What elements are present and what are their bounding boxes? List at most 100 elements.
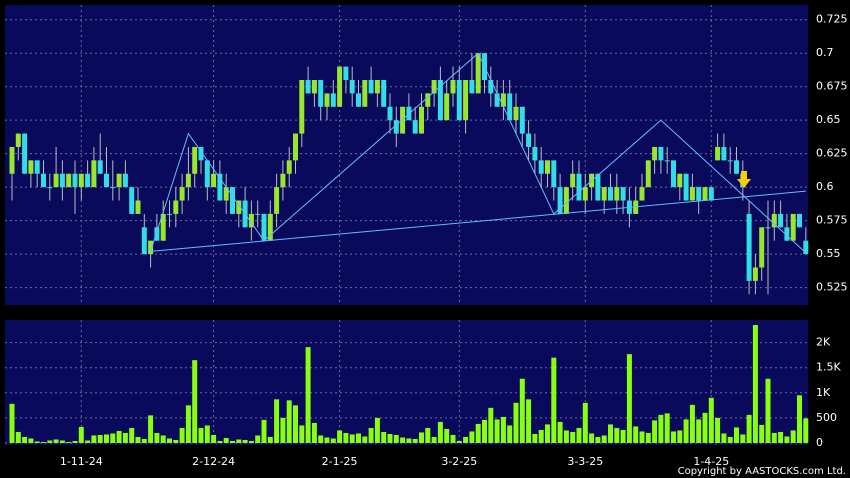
volume-bar — [311, 422, 317, 443]
candle-body — [267, 213, 273, 241]
y-tick-label: 0.725 — [816, 13, 848, 26]
candle-body — [368, 80, 374, 94]
candle-body — [456, 80, 462, 121]
volume-bar — [406, 438, 412, 443]
volume-bar — [658, 414, 664, 443]
volume-bar — [85, 440, 91, 443]
volume-bar — [267, 436, 273, 443]
candle-body — [551, 160, 557, 188]
volume-bar — [217, 440, 223, 443]
candle-body — [412, 120, 418, 134]
volume-bar — [551, 357, 557, 443]
price-panel — [5, 5, 808, 305]
volume-bar — [671, 431, 676, 443]
volume-bar — [444, 428, 450, 443]
volume-bar — [626, 354, 632, 443]
volume-bar — [664, 413, 670, 443]
volume-bar — [469, 431, 475, 443]
volume-bar — [242, 439, 248, 443]
volume-bar — [299, 425, 305, 443]
candle-body — [526, 133, 532, 147]
candle-body — [185, 173, 191, 188]
candle-body — [582, 187, 588, 201]
candle-body — [198, 146, 204, 161]
y-tick-label: 0.7 — [816, 46, 834, 59]
volume-bar — [576, 427, 582, 443]
volume-bar — [230, 440, 235, 443]
volume-bar — [702, 412, 708, 443]
volume-bar — [696, 419, 702, 443]
volume-bar — [746, 414, 752, 443]
volume-bar — [324, 437, 330, 443]
candle-body — [261, 213, 267, 241]
candle-body — [425, 93, 431, 107]
candle-body — [507, 93, 513, 121]
candle-body — [59, 173, 65, 188]
candle-body — [752, 267, 758, 281]
candle-body — [223, 187, 229, 201]
candle-body — [778, 213, 784, 228]
volume-bar — [387, 433, 393, 443]
volume-bar — [349, 434, 355, 443]
candle-body — [217, 173, 223, 201]
candle-body — [28, 160, 34, 174]
candle-body — [790, 213, 796, 241]
candle-body — [652, 146, 658, 161]
candle-body — [66, 173, 72, 188]
candle-body — [85, 173, 91, 188]
candle-body — [469, 80, 475, 94]
volume-bar — [519, 378, 525, 443]
candle-body — [255, 213, 261, 215]
candle-body — [664, 160, 670, 162]
candle-body — [154, 227, 160, 241]
volume-bar — [488, 407, 494, 443]
volume-bar — [557, 421, 563, 443]
candle-body — [721, 146, 727, 161]
volume-bar — [66, 441, 72, 443]
candle-body — [15, 133, 21, 147]
volume-bar — [343, 432, 349, 443]
volume-bar — [223, 437, 229, 443]
candle-body — [658, 146, 664, 161]
candle-body — [393, 120, 399, 134]
candle-body — [715, 146, 721, 161]
volume-bar — [639, 431, 645, 443]
volume-bar — [803, 418, 809, 443]
candle-body — [34, 160, 40, 174]
volume-bar — [393, 434, 399, 443]
volume-bar — [677, 430, 683, 443]
volume-bar — [513, 402, 519, 443]
volume-bar — [368, 427, 374, 443]
candle-body — [620, 187, 626, 201]
candle-body — [230, 187, 235, 214]
candle-body — [387, 106, 393, 121]
candle-body — [9, 146, 15, 174]
volume-bar — [482, 419, 487, 443]
volume-bar — [645, 432, 651, 443]
candle-body — [135, 200, 141, 214]
candle-body — [305, 80, 311, 94]
volume-bar — [721, 433, 727, 443]
y-tick-label: 0.525 — [816, 281, 848, 294]
volume-bar — [154, 432, 160, 443]
candle-body — [519, 106, 525, 134]
volume-bar — [683, 419, 689, 443]
volume-bar — [129, 427, 135, 443]
volume-bar — [248, 440, 254, 443]
volume-bar — [236, 439, 242, 443]
candle-body — [784, 227, 790, 241]
volume-bar — [507, 425, 513, 443]
candle-body — [557, 187, 563, 214]
y-tick-label: 0.675 — [816, 80, 848, 93]
volume-bar — [381, 431, 387, 443]
volume-bar — [22, 436, 28, 443]
candle-body — [431, 80, 437, 94]
volume-bar — [47, 440, 53, 443]
y-tick-label: 0.55 — [816, 247, 841, 260]
y-tick-label: 0.65 — [816, 113, 841, 126]
volume-bar — [356, 433, 361, 443]
candle-body — [324, 93, 330, 107]
volume-bar — [53, 439, 59, 443]
candle-body — [797, 213, 802, 228]
